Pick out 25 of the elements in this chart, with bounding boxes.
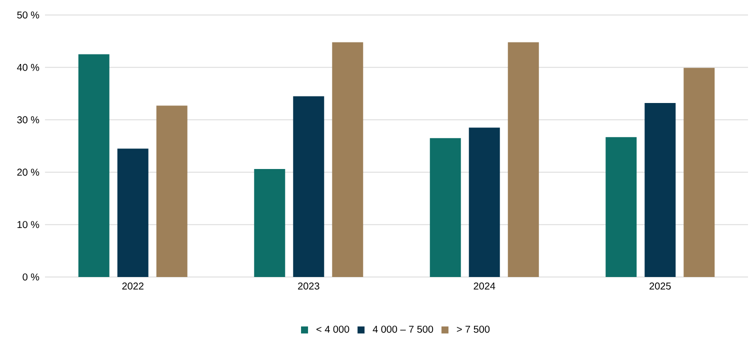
bar — [684, 68, 715, 277]
x-tick-label: 2023 — [298, 282, 320, 290]
y-tick-label: 50 % — [17, 11, 40, 19]
legend-label: > 7 500 — [456, 326, 490, 333]
y-tick-label: 20 % — [17, 168, 40, 176]
bar — [117, 148, 148, 277]
bar — [156, 106, 188, 277]
legend-label: < 4 000 — [316, 326, 350, 333]
bar — [254, 169, 286, 277]
y-tick-label: 10 % — [18, 221, 40, 228]
bar — [606, 137, 637, 277]
bar — [430, 138, 461, 277]
bar — [78, 54, 110, 277]
y-tick-label: 30 % — [17, 116, 40, 124]
bar — [644, 103, 676, 277]
x-tick-label: 2025 — [650, 282, 671, 290]
bar — [332, 42, 364, 277]
x-tick-label: 2022 — [122, 282, 144, 290]
y-tick-label: 0 % — [22, 273, 40, 281]
bar — [508, 42, 539, 277]
x-tick-label: 2024 — [474, 282, 496, 290]
legend-label: 4 000 – 7 500 — [372, 326, 434, 333]
y-tick-label: 40 % — [17, 64, 40, 71]
bar — [293, 96, 324, 277]
bar — [468, 128, 500, 277]
